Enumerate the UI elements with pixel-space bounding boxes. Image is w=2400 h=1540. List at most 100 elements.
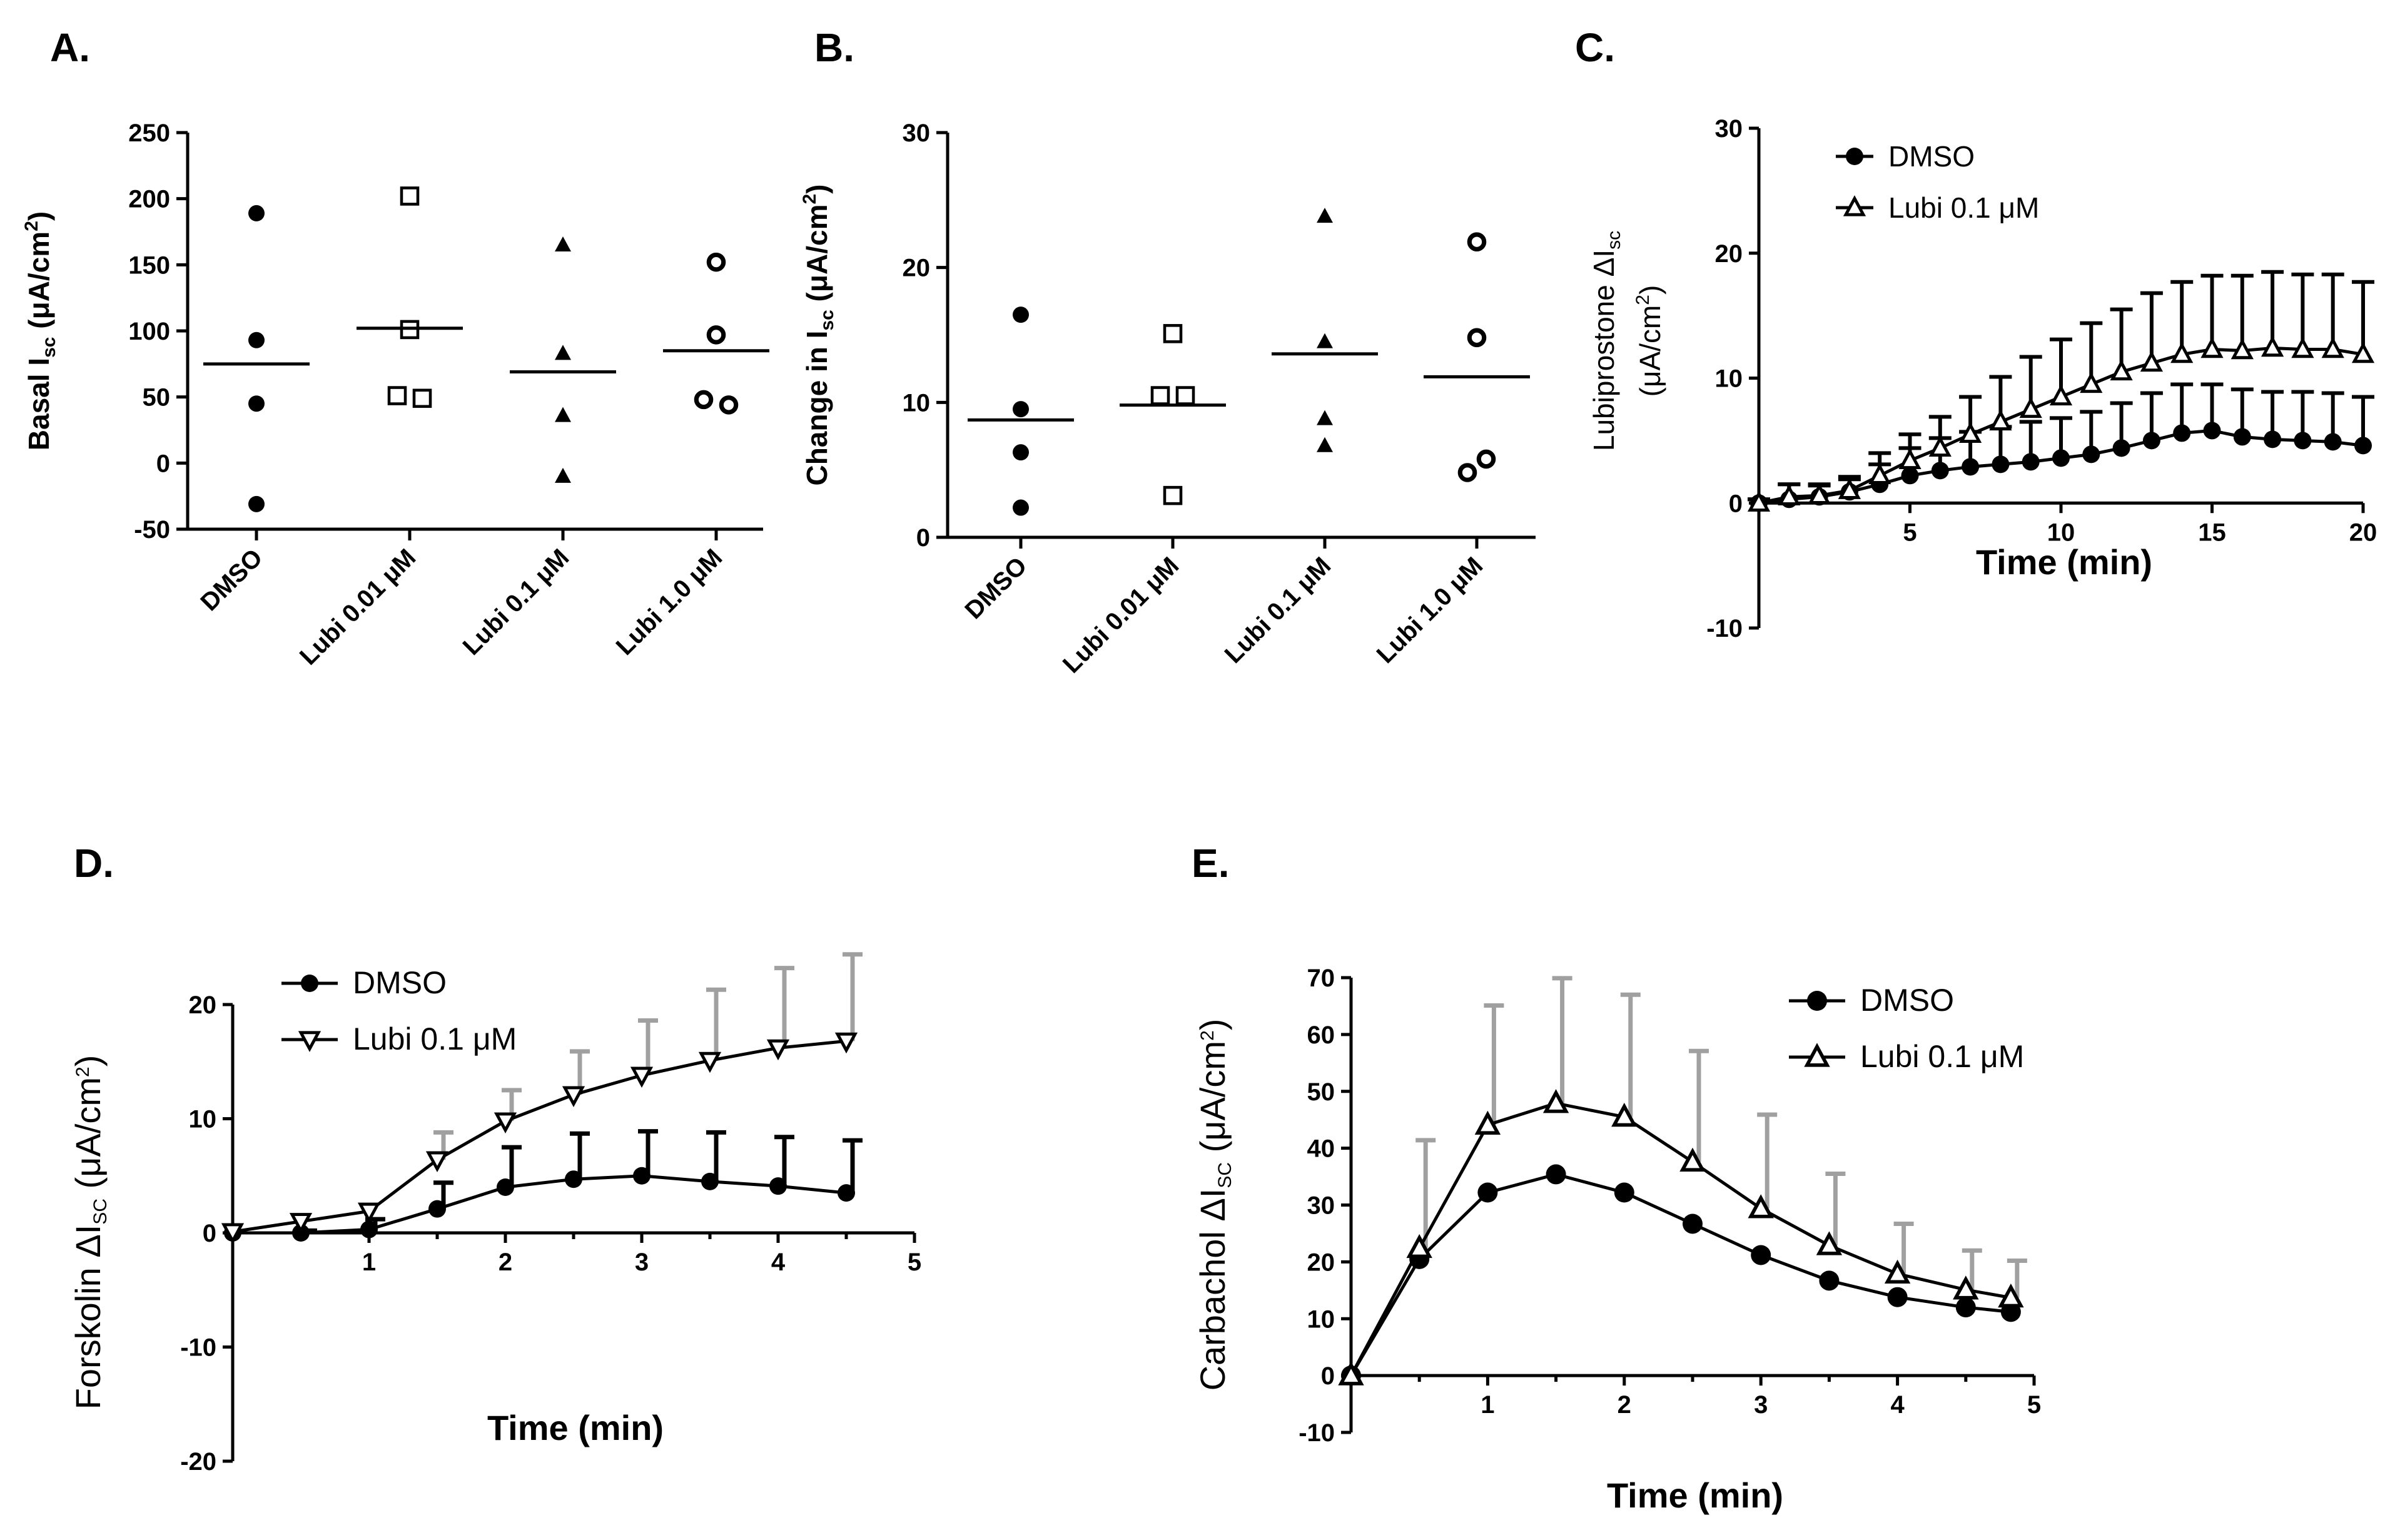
data-point [2261, 335, 2284, 357]
data-point [719, 395, 739, 415]
data-point [1958, 422, 1982, 443]
data-point [1546, 1164, 1566, 1185]
data-point [1683, 1213, 1703, 1234]
data-point [701, 1172, 719, 1190]
data-point [2354, 437, 2372, 455]
x-tick-label: 4 [1890, 1391, 1905, 1419]
y-tick-label: 40 [1307, 1135, 1335, 1163]
panel-label: A. [50, 25, 90, 70]
data-point [1898, 448, 1922, 469]
panel-label: B. [814, 25, 854, 70]
legend-marker [1804, 1043, 1830, 1067]
y-tick-label: 60 [1307, 1021, 1335, 1049]
y-axis-label: Basal Isc (μA/cm2) [21, 211, 59, 450]
data-point [497, 1178, 514, 1196]
y-tick-label: -10 [1706, 615, 1743, 642]
x-tick-label: 3 [1754, 1391, 1768, 1419]
legend-label: DMSO [1860, 983, 1954, 1018]
y-tick-label: 50 [1307, 1078, 1335, 1106]
legend-label: Lubi 0.1 μM [1860, 1039, 2024, 1074]
y-axis-label: Change in Isc (μA/cm2) [799, 184, 838, 485]
y-tick-label: 10 [903, 389, 931, 417]
y-tick-label: 0 [916, 524, 930, 552]
y-tick-label: 250 [128, 119, 170, 147]
data-point [1962, 458, 1980, 476]
data-point [494, 1112, 517, 1134]
data-point [1778, 484, 1801, 505]
data-point [1955, 1297, 1976, 1318]
data-point [1163, 324, 1183, 343]
data-point [387, 386, 407, 405]
data-point [1317, 333, 1333, 348]
data-point [1317, 410, 1333, 425]
data-point [2019, 397, 2042, 418]
data-point [425, 1151, 449, 1173]
x-axis-label: Time (min) [487, 1408, 664, 1447]
data-point [1931, 462, 1949, 480]
panel-e: E. -10 0 10 20 30 40 50 60 70 1 2 3 4 5 Time (min) DMSO L… [1192, 841, 2041, 1515]
y-tick-label: 0 [1729, 490, 1743, 517]
panel-label: D. [74, 841, 114, 886]
data-point [1868, 463, 1891, 484]
y-tick-label: 10 [189, 1106, 217, 1133]
data-point [2173, 424, 2191, 442]
data-point [1998, 1283, 2024, 1308]
y-tick-label: 200 [128, 186, 170, 213]
data-point [1406, 1234, 1432, 1259]
data-point [1013, 401, 1029, 418]
data-point [698, 1051, 722, 1073]
data-point [1467, 328, 1487, 348]
data-point [1013, 444, 1029, 461]
data-point [2203, 422, 2221, 440]
y-tick-label: 100 [128, 318, 170, 345]
data-point [2052, 449, 2070, 467]
series-line [232, 1039, 847, 1234]
data-point [1751, 1245, 1771, 1265]
data-point [2112, 439, 2130, 457]
data-point [248, 332, 265, 348]
y-tick-label: 30 [1307, 1192, 1335, 1220]
data-point [706, 252, 726, 272]
data-point [1901, 467, 1919, 485]
y-axis-label: Lubiprostone ΔIsc [1587, 231, 1624, 451]
y-tick-label: -10 [180, 1334, 216, 1362]
data-point [248, 495, 265, 512]
legend-marker [1807, 991, 1827, 1011]
data-point [2264, 430, 2282, 448]
data-point [555, 236, 571, 252]
data-point [706, 325, 726, 345]
data-point [565, 1170, 582, 1188]
panel-label: C. [1575, 25, 1615, 70]
data-point [562, 1086, 585, 1108]
x-tick-label: 5 [908, 1249, 921, 1276]
y-tick-label: 20 [189, 991, 217, 1019]
data-point [555, 407, 571, 422]
data-point [2294, 432, 2312, 450]
x-tick-label: 1 [362, 1249, 376, 1276]
data-point [1338, 1361, 1364, 1385]
y-tick-label: 20 [1307, 1249, 1335, 1276]
data-point [2142, 432, 2160, 450]
data-point [2110, 359, 2133, 381]
data-point [1457, 463, 1477, 482]
x-tick-label: 4 [771, 1249, 786, 1276]
data-point [633, 1167, 651, 1185]
x-tick-label: 3 [635, 1249, 649, 1276]
data-point [2230, 338, 2254, 360]
data-point [834, 1032, 858, 1054]
data-point [2082, 445, 2100, 464]
data-point [1816, 1231, 1843, 1255]
y-tick-label: -20 [180, 1448, 216, 1476]
legend-marker [301, 975, 318, 992]
data-point [1953, 1275, 1979, 1300]
data-point [2324, 433, 2342, 451]
data-point [2140, 350, 2164, 372]
data-point [555, 345, 571, 360]
data-point [289, 1213, 313, 1234]
data-point [248, 395, 265, 412]
data-point [1175, 386, 1195, 405]
data-point [2022, 453, 2040, 471]
x-tick-label: 15 [2198, 519, 2226, 546]
